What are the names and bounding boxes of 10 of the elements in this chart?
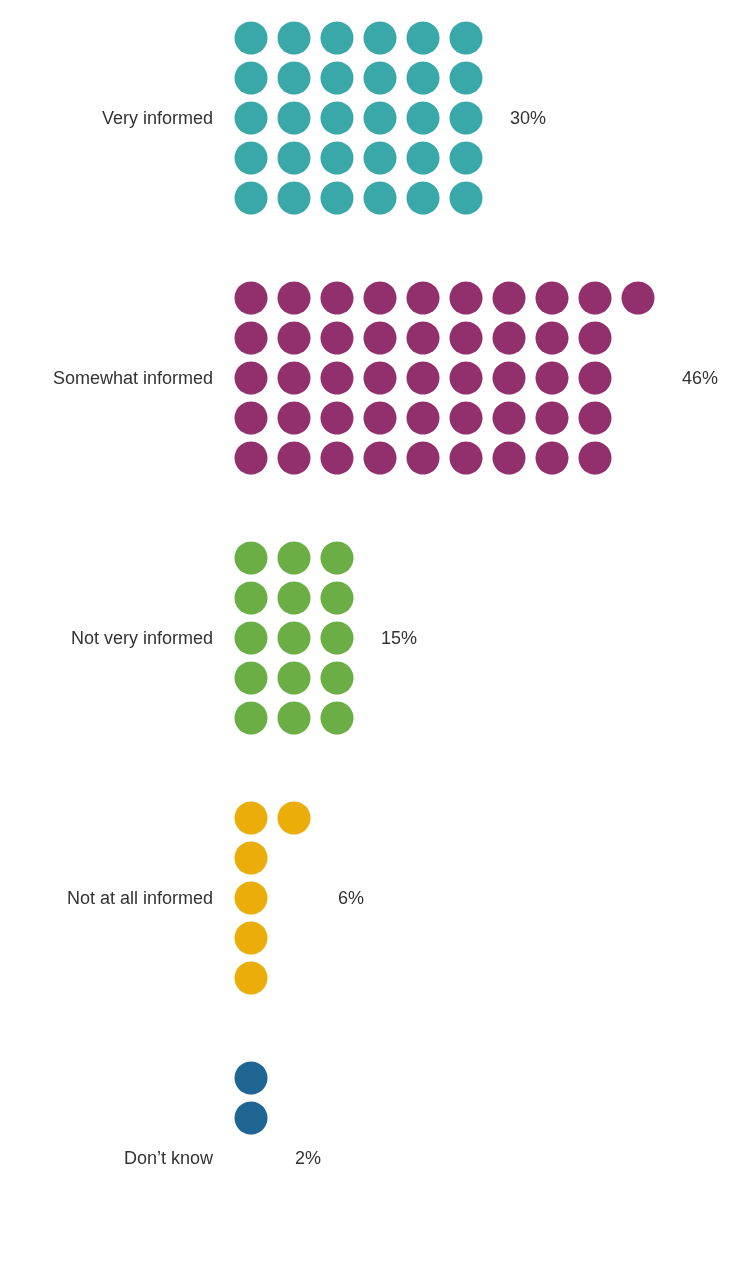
- data-label: 46%: [682, 368, 719, 388]
- category-label: Don’t know: [123, 1148, 214, 1168]
- data-label: 30%: [510, 108, 547, 128]
- category-label: Not at all informed: [66, 888, 213, 908]
- data-label: 2%: [295, 1148, 322, 1168]
- category-label: Somewhat informed: [52, 368, 213, 388]
- category-label: Not very informed: [70, 628, 213, 648]
- data-label: 15%: [381, 628, 418, 648]
- category-label: Very informed: [101, 108, 213, 128]
- data-label: 6%: [338, 888, 365, 908]
